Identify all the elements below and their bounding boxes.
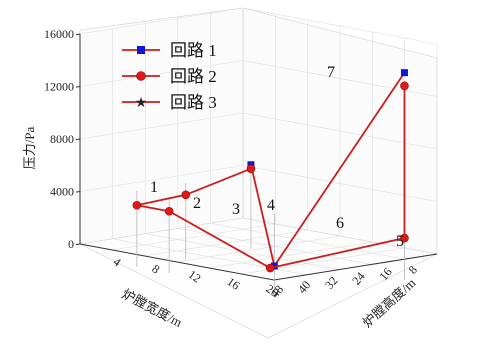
z-tick-mark-0 [75, 243, 81, 246]
z-tick-mark-1 [75, 191, 81, 193]
legend-label-1: 回路 2 [170, 67, 217, 86]
series-0-point-1 [270, 262, 278, 270]
z-tick-label-1: 4000 [50, 185, 74, 199]
series-0-point-2 [400, 69, 408, 77]
point-label-1: 1 [150, 179, 158, 196]
legend-label-2: 回路 3 [170, 93, 217, 112]
series-1-point-5 [400, 233, 409, 243]
y-gridline-0 [79, 8, 244, 245]
series-1-point-0 [246, 164, 256, 173]
series-1-point-6 [400, 81, 409, 91]
z-tick-mark-4 [75, 33, 81, 36]
y-gridline-4 [209, 32, 373, 269]
legend-label-0: 回路 1 [170, 41, 217, 60]
y-gridline-1 [112, 14, 276, 251]
x-axis-title: 炉膛宽度/m [120, 286, 185, 330]
point-label-3: 3 [232, 201, 240, 218]
z-tick-mark-3 [75, 86, 81, 88]
y-gridline-2 [144, 20, 308, 257]
point-label-5: 5 [396, 233, 404, 250]
z-axis-title: 压力/Pa [22, 126, 37, 169]
x-axis-line [79, 243, 275, 281]
point-label-4: 4 [267, 197, 275, 214]
series-1-point-2 [132, 200, 142, 210]
legend: 回路 1 回路 2 ★ 回路 3 [122, 41, 217, 112]
axes-panels [79, 7, 438, 339]
z-tick-label-0: 0 [68, 237, 74, 251]
series-1-point-4 [265, 263, 275, 273]
series-layer [132, 69, 409, 273]
point-labels: 1 2 3 4 5 6 7 [150, 64, 404, 250]
z-tick-label-3: 12000 [44, 80, 74, 94]
series-1-point-3 [164, 206, 174, 216]
point-label-7: 7 [327, 64, 335, 81]
point-label-6: 6 [336, 215, 344, 232]
z-tick-label-2: 8000 [50, 132, 74, 146]
legend-marker-0 [137, 46, 145, 54]
z-tick-label-4: 16000 [44, 27, 74, 41]
z-tick-mark-2 [75, 138, 81, 141]
y-gridline-3 [176, 26, 341, 263]
series-1-point-1 [181, 190, 191, 200]
point-label-2: 2 [193, 195, 201, 212]
y-axis-line [273, 253, 438, 281]
legend-marker-1 [136, 71, 146, 81]
legend-marker-2: ★ [135, 95, 148, 111]
